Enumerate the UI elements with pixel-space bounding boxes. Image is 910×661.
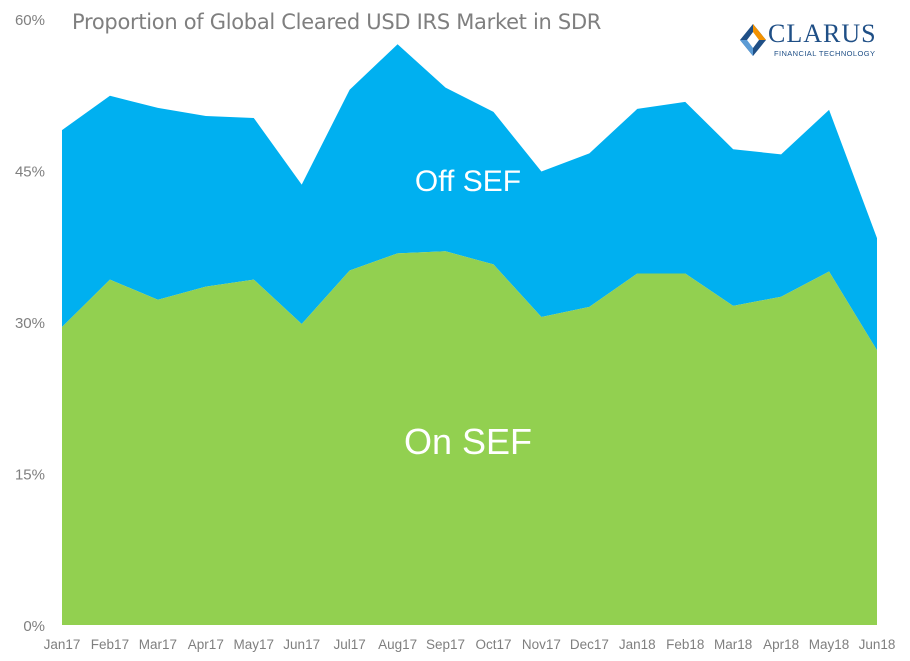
y-tick-label: 45% [15, 164, 45, 181]
x-tick-label: Apr18 [763, 637, 799, 652]
x-tick-label: Oct17 [475, 637, 511, 652]
y-tick-label: 15% [15, 467, 45, 484]
x-tick-label: Nov17 [522, 637, 561, 652]
clarus-diamond-icon [740, 24, 766, 56]
series-area-off-sef [62, 44, 877, 351]
x-tick-label: Jan17 [44, 637, 81, 652]
y-tick-label: 60% [15, 12, 45, 29]
x-tick-label: Sep17 [426, 637, 465, 652]
x-tick-label: Feb17 [91, 637, 129, 652]
y-tick-label: 0% [23, 618, 45, 635]
x-tick-label: Mar17 [139, 637, 177, 652]
x-tick-label: Dec17 [570, 637, 609, 652]
x-tick-label: Jan18 [619, 637, 656, 652]
x-tick-label: May17 [233, 637, 274, 652]
logo-tagline: FINANCIAL TECHNOLOGY [774, 49, 876, 58]
logo-name: CLARUS [768, 19, 877, 48]
x-tick-label: Aug17 [378, 637, 417, 652]
x-tick-label: Feb18 [666, 637, 704, 652]
x-tick-label: Jun18 [859, 637, 896, 652]
series-label-on-sef: On SEF [404, 421, 532, 462]
y-tick-label: 30% [15, 315, 45, 332]
chart-title: Proportion of Global Cleared USD IRS Mar… [72, 10, 602, 34]
x-tick-label: Mar18 [714, 637, 752, 652]
x-tick-label: May18 [809, 637, 850, 652]
series-area-on-sef [62, 251, 877, 626]
series-label-off-sef: Off SEF [415, 165, 521, 198]
x-tick-label: Apr17 [188, 637, 224, 652]
x-tick-label: Jun17 [283, 637, 320, 652]
clarus-logo: CLARUS FINANCIAL TECHNOLOGY [738, 20, 878, 62]
x-tick-label: Jul17 [334, 637, 366, 652]
